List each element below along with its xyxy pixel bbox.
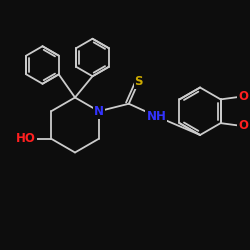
Text: HO: HO [16, 132, 36, 145]
Text: O: O [238, 90, 248, 104]
Text: O: O [238, 119, 248, 132]
Text: N: N [94, 105, 104, 118]
Text: NH: NH [146, 110, 166, 123]
Text: S: S [134, 75, 143, 88]
